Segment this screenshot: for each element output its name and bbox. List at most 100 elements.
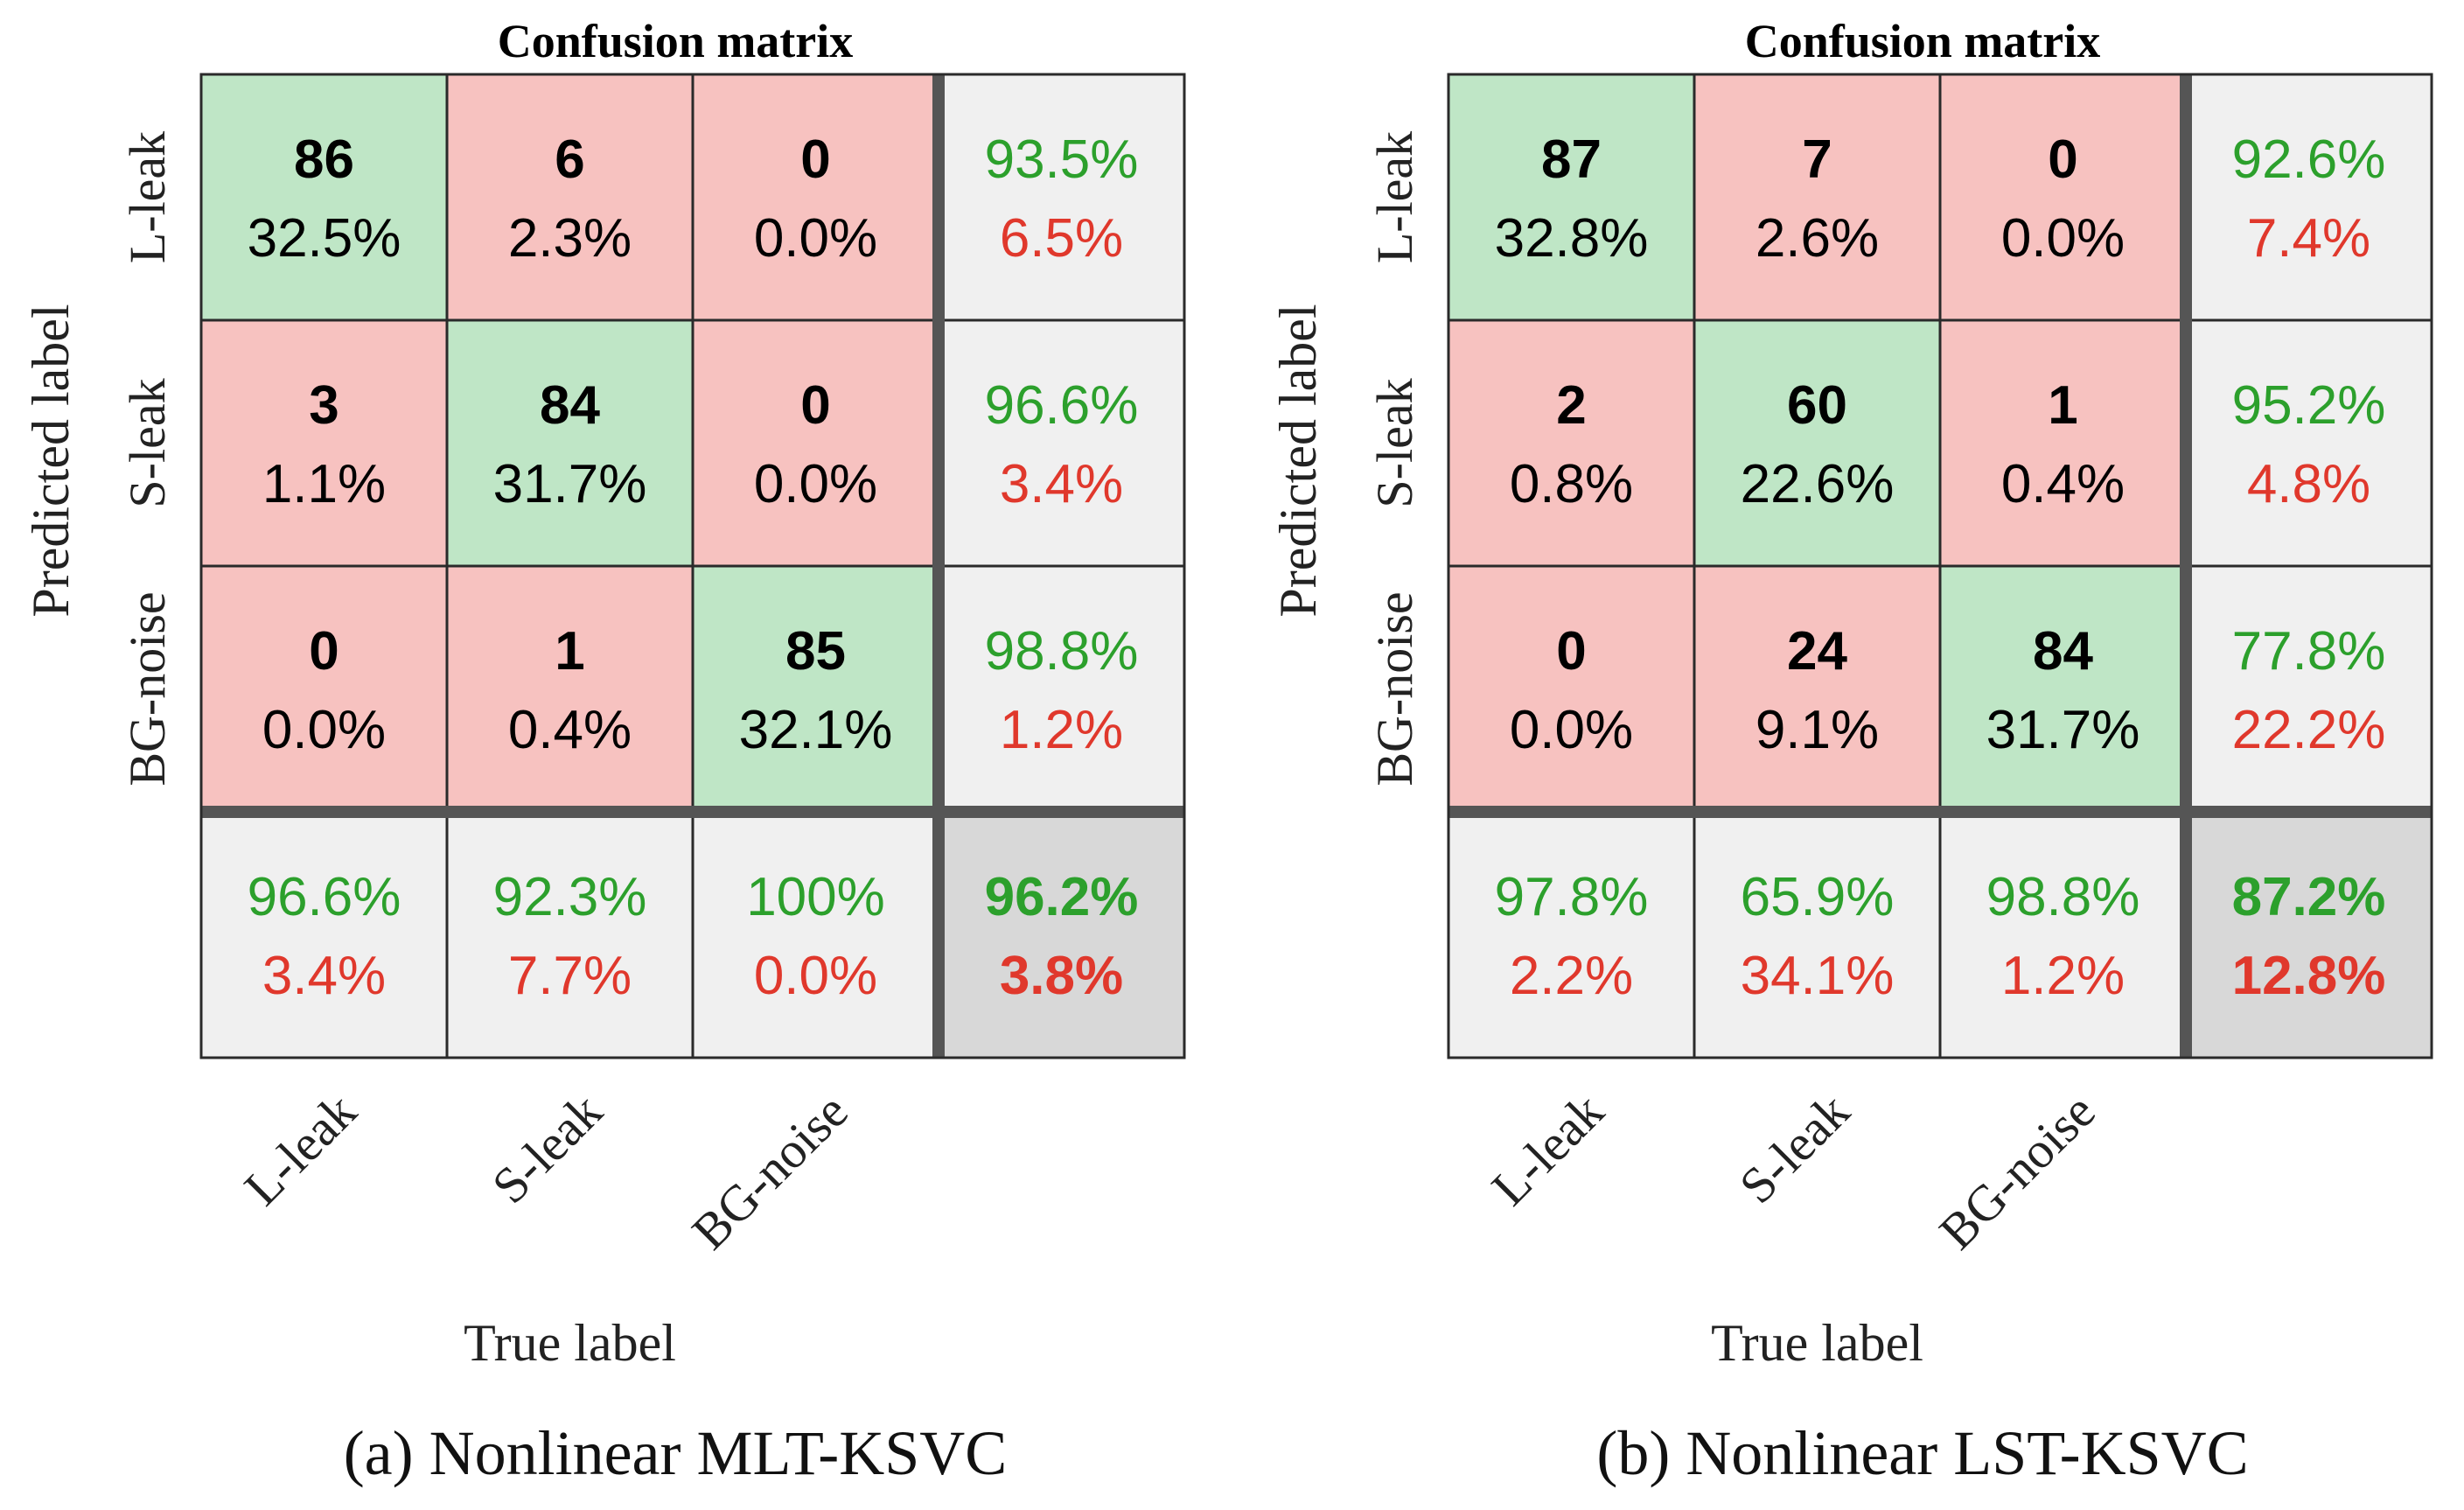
summary-error-rate: 1.2% [2001, 946, 2125, 1006]
x-tick-label: S-leak [1728, 1082, 1860, 1214]
summary-error-rate: 7.7% [508, 946, 632, 1006]
matrix-border [1447, 73, 2433, 1059]
summary-cell [445, 810, 695, 1059]
summary-cell [1447, 810, 1696, 1059]
y-axis-label: Predicted label [1269, 304, 1327, 617]
panel-mlt-ksvc: Confusion matrix 86 32.5% 6 2.3% 0 0.0% 93.5% 6.… [22, 15, 1186, 1488]
x-axis-label: True label [1711, 1314, 1923, 1372]
x-tick-label: BG-noise [1929, 1082, 2106, 1260]
cell-count: 3 [309, 375, 339, 436]
matrix-cell [1693, 318, 1942, 568]
summary-correct-rate: 92.3% [493, 867, 647, 927]
cell-count: 7 [1802, 129, 1832, 190]
matrix-cell [691, 564, 940, 814]
summary-correct-rate: 65.9% [1741, 867, 1895, 927]
matrix-cell [1693, 73, 1942, 322]
cell-percent: 32.5% [248, 208, 401, 269]
cell-count: 0 [309, 621, 339, 682]
cell-count: 24 [1787, 621, 1847, 682]
x-axis-label: True label [464, 1314, 676, 1372]
cell-percent: 9.1% [1756, 700, 1879, 760]
matrix-cell [1447, 318, 1696, 568]
summary-correct-rate: 77.8% [2232, 621, 2386, 682]
cell-count: 1 [2048, 375, 2077, 436]
summary-cell [691, 810, 940, 1059]
summary-correct-rate: 97.8% [1495, 867, 1649, 927]
summary-error-rate: 1.2% [1000, 700, 1123, 760]
summary-cell [199, 810, 449, 1059]
cell-percent: 0.0% [2001, 208, 2125, 269]
summary-cell [937, 73, 1186, 322]
cell-percent: 0.8% [1510, 454, 1633, 514]
panel-caption: (b) Nonlinear LST-KSVC [1596, 1418, 2248, 1488]
matrix-cell [199, 318, 449, 568]
summary-correct-rate: 95.2% [2232, 375, 2386, 436]
matrix-cell [199, 73, 449, 322]
cell-percent: 32.1% [739, 700, 893, 760]
cell-count: 84 [2033, 621, 2093, 682]
matrix-cell [691, 318, 940, 568]
summary-cell [2184, 73, 2433, 322]
matrix-cell [1447, 564, 1696, 814]
cell-count: 6 [555, 129, 584, 190]
y-tick-label: S-leak [119, 378, 176, 507]
cell-percent: 0.0% [262, 700, 386, 760]
matrix-cell [691, 73, 940, 322]
summary-correct-rate: 87.2% [2232, 867, 2386, 927]
cell-percent: 0.4% [508, 700, 632, 760]
summary-error-rate: 22.2% [2232, 700, 2386, 760]
y-tick-label: L-leak [1366, 131, 1423, 263]
cell-percent: 0.0% [754, 208, 877, 269]
summary-cell [937, 564, 1186, 814]
cell-percent: 0.0% [754, 454, 877, 514]
x-tick-label: S-leak [481, 1082, 613, 1214]
cell-count: 85 [785, 621, 846, 682]
cell-count: 0 [2048, 129, 2077, 190]
summary-error-rate: 12.8% [2232, 946, 2386, 1006]
cell-percent: 2.3% [508, 208, 632, 269]
cell-count: 87 [1541, 129, 1602, 190]
cell-percent: 1.1% [262, 454, 386, 514]
summary-correct-rate: 98.8% [985, 621, 1139, 682]
matrix-cell [1938, 564, 2188, 814]
cell-count: 84 [540, 375, 600, 436]
cell-count: 0 [800, 375, 830, 436]
summary-error-rate: 0.0% [754, 946, 877, 1006]
total-cell [937, 810, 1186, 1059]
summary-correct-rate: 96.2% [985, 867, 1139, 927]
summary-correct-rate: 100% [746, 867, 885, 927]
x-tick-label: BG-noise [681, 1082, 859, 1260]
summary-cell [2184, 318, 2433, 568]
matrix-cell [199, 564, 449, 814]
summary-correct-rate: 98.8% [1986, 867, 2140, 927]
summary-cell [937, 318, 1186, 568]
cell-count: 60 [1787, 375, 1847, 436]
cell-percent: 2.6% [1756, 208, 1879, 269]
cell-count: 1 [555, 621, 584, 682]
summary-correct-rate: 96.6% [248, 867, 401, 927]
summary-cell [1693, 810, 1942, 1059]
cell-percent: 31.7% [1986, 700, 2140, 760]
y-tick-label: S-leak [1366, 378, 1423, 507]
y-tick-label: BG-noise [1366, 591, 1423, 786]
panel-caption: (a) Nonlinear MLT-KSVC [344, 1418, 1008, 1488]
y-tick-label: BG-noise [119, 591, 176, 786]
summary-error-rate: 4.8% [2247, 454, 2370, 514]
summary-error-rate: 2.2% [1510, 946, 1633, 1006]
matrix-cell [445, 318, 695, 568]
summary-error-rate: 7.4% [2247, 208, 2370, 269]
summary-correct-rate: 93.5% [985, 129, 1139, 190]
cell-percent: 0.0% [1510, 700, 1633, 760]
chart-title: Confusion matrix [1745, 15, 2101, 67]
y-axis-label: Predicted label [22, 304, 80, 617]
summary-error-rate: 3.4% [262, 946, 386, 1006]
y-tick-label: L-leak [119, 131, 176, 263]
summary-error-rate: 6.5% [1000, 208, 1123, 269]
x-tick-label: L-leak [234, 1082, 367, 1216]
summary-correct-rate: 96.6% [985, 375, 1139, 436]
summary-error-rate: 34.1% [1741, 946, 1895, 1006]
panel-lst-ksvc: Confusion matrix 87 32.8% 7 2.6% 0 0.0% 92.6% 7.… [1269, 15, 2433, 1488]
matrix-cell [1447, 73, 1696, 322]
matrix-cell [445, 73, 695, 322]
